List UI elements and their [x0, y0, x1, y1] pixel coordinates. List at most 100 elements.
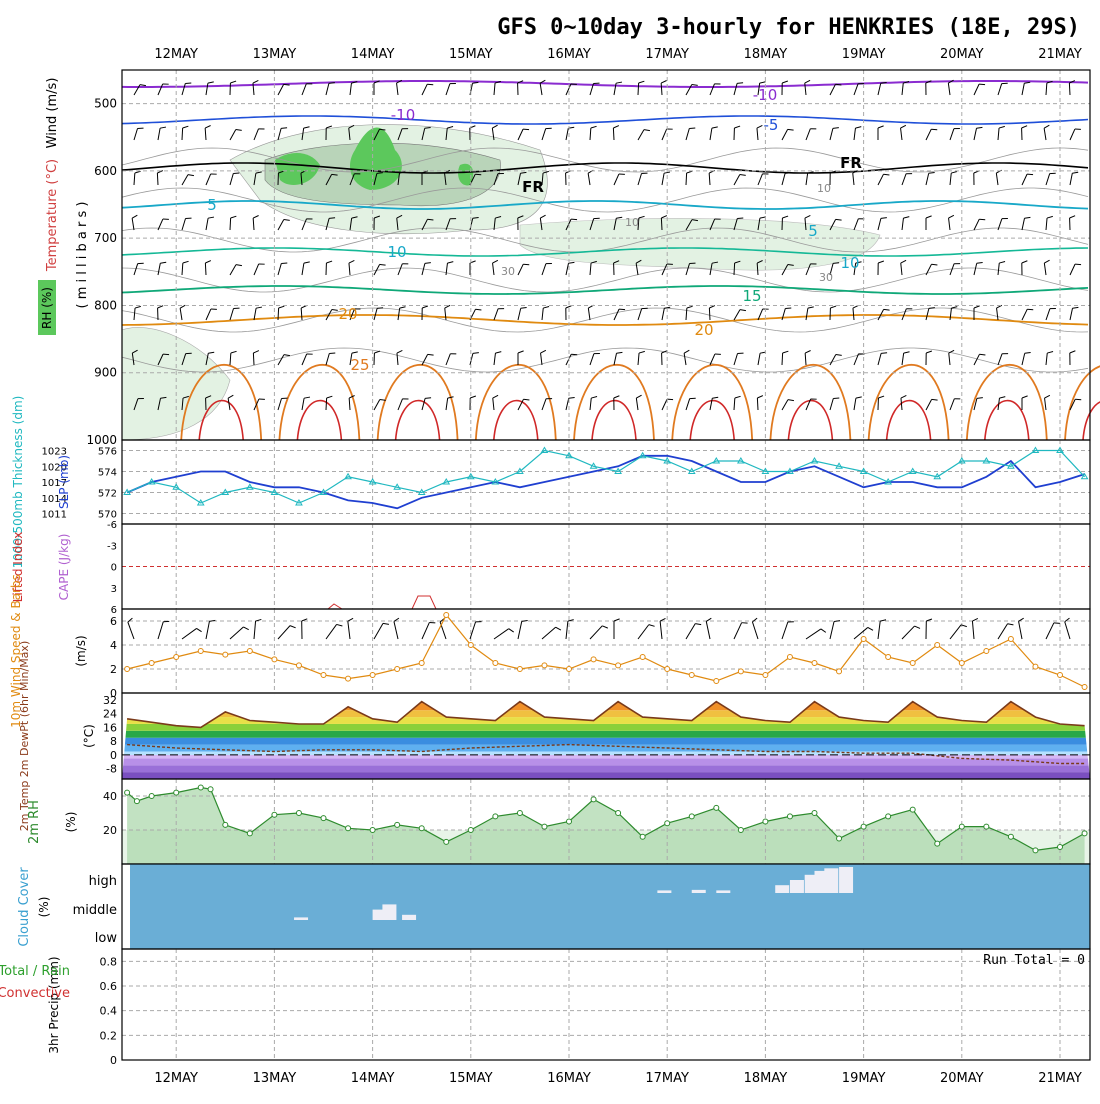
- wind-speed-point: [886, 655, 891, 660]
- rh-point: [517, 811, 522, 816]
- wind-speed-point: [861, 637, 866, 642]
- y-tick-temp: 24: [103, 708, 117, 721]
- temp-band: [122, 772, 1090, 779]
- contour-label: 10: [625, 216, 639, 229]
- wind-barb: [590, 626, 602, 639]
- rh-point: [984, 824, 989, 829]
- wind-speed-point: [591, 657, 596, 662]
- wind-speed-point: [1033, 664, 1038, 669]
- rh-point: [1008, 834, 1013, 839]
- contour-label: 10: [840, 254, 859, 272]
- rh-point: [935, 841, 940, 846]
- time-label-top: 12MAY: [154, 47, 198, 62]
- wind-barb: [757, 398, 758, 410]
- time-label-bottom: 19MAY: [842, 1071, 886, 1086]
- ylabel-rh2m: 2m RH: [27, 800, 42, 844]
- time-label-top: 16MAY: [547, 47, 591, 62]
- wind-speed-point: [321, 673, 326, 678]
- wind-barb-flag: [833, 128, 839, 129]
- time-label-top: 20MAY: [940, 47, 984, 62]
- chart-title: GFS 0~10day 3-hourly for HENKRIES (18E, …: [497, 15, 1080, 40]
- contour-label: 30: [819, 271, 833, 284]
- temp-band: [122, 693, 1090, 703]
- contour-label: 5: [808, 222, 818, 240]
- rh-point: [198, 785, 203, 790]
- wind-barb: [1046, 623, 1054, 639]
- wind-barb: [182, 628, 197, 639]
- rh-point: [125, 790, 130, 795]
- slp-line: [127, 456, 1085, 509]
- wind-speed-point: [935, 643, 940, 648]
- wind-speed-point: [272, 657, 277, 662]
- wind-speed-point: [419, 661, 424, 666]
- wind-barb: [182, 128, 183, 140]
- y-tick-rh: 20: [103, 824, 117, 837]
- wind-barb-flag: [979, 354, 985, 355]
- ylabel-wind: Wind (m/s): [45, 78, 60, 149]
- wind-barb-flag: [475, 174, 481, 175]
- contour-label: FR: [522, 178, 544, 196]
- wind-speed-point: [959, 661, 964, 666]
- wind-barb: [660, 621, 662, 639]
- y-tick-temp: 0: [110, 749, 117, 762]
- rh-point: [223, 822, 228, 827]
- rh-point: [247, 831, 252, 836]
- rh-point: [959, 824, 964, 829]
- wind-speed-point: [247, 649, 252, 654]
- rh-point: [591, 797, 596, 802]
- wind-barb: [661, 218, 662, 230]
- panel-frame: [122, 440, 1090, 524]
- ylabel-rh: RH (%): [40, 287, 54, 329]
- legend-convective: Convective: [0, 986, 70, 1001]
- temp-band: [122, 745, 1090, 752]
- wind-speed-point: [1058, 673, 1063, 678]
- wind-barb: [422, 623, 429, 639]
- y-tick-thickness: 574: [98, 468, 117, 479]
- wind-barb-flag: [931, 129, 937, 130]
- cloud-bar-middle: [382, 904, 396, 920]
- rh-point: [346, 826, 351, 831]
- y-tick-mb: 500: [94, 97, 117, 111]
- contour-label: 5: [207, 196, 217, 214]
- wind-speed-point: [1082, 685, 1087, 690]
- y-tick-precip: 0: [110, 1054, 117, 1067]
- time-label-bottom: 17MAY: [645, 1071, 689, 1086]
- wind-barb-flag: [1075, 399, 1081, 400]
- wind-barb-flag: [425, 398, 431, 399]
- wind-barb-flag: [329, 218, 335, 219]
- rh-point: [174, 790, 179, 795]
- contour-label: 20: [694, 321, 713, 339]
- rh-point: [763, 819, 768, 824]
- wind-speed-point: [370, 673, 375, 678]
- cloud-bar-high: [692, 890, 706, 893]
- wind-speed-point: [125, 667, 130, 672]
- ylabel-cloud-unit: (%): [37, 897, 51, 918]
- wind-barb: [230, 218, 231, 230]
- time-label-bottom: 18MAY: [744, 1071, 788, 1086]
- cloud-bar-high: [839, 867, 853, 893]
- wind-speed-point: [910, 661, 915, 666]
- wind-barb-flag: [523, 399, 529, 400]
- wind-barb-flag: [931, 264, 937, 265]
- cloud-bar-high: [790, 880, 804, 893]
- wind-barb: [326, 398, 327, 410]
- wind-barb: [205, 263, 206, 275]
- y-tick-thickness: 576: [98, 447, 117, 458]
- y-tick-precip: 0.4: [100, 1005, 118, 1018]
- cloud-bar-middle: [294, 917, 308, 920]
- wind-barb: [128, 622, 134, 639]
- legend-total-rain: Total / Rain: [0, 964, 70, 979]
- wind-barb: [706, 621, 710, 639]
- y-tick-rh: 40: [103, 790, 117, 803]
- rh-point: [861, 824, 866, 829]
- rh-point: [640, 834, 645, 839]
- wind-barb: [752, 622, 758, 639]
- wind-barb: [613, 128, 614, 140]
- wind-barb: [394, 621, 398, 639]
- wind-barb-flag: [833, 263, 839, 264]
- temp-band: [122, 703, 1090, 710]
